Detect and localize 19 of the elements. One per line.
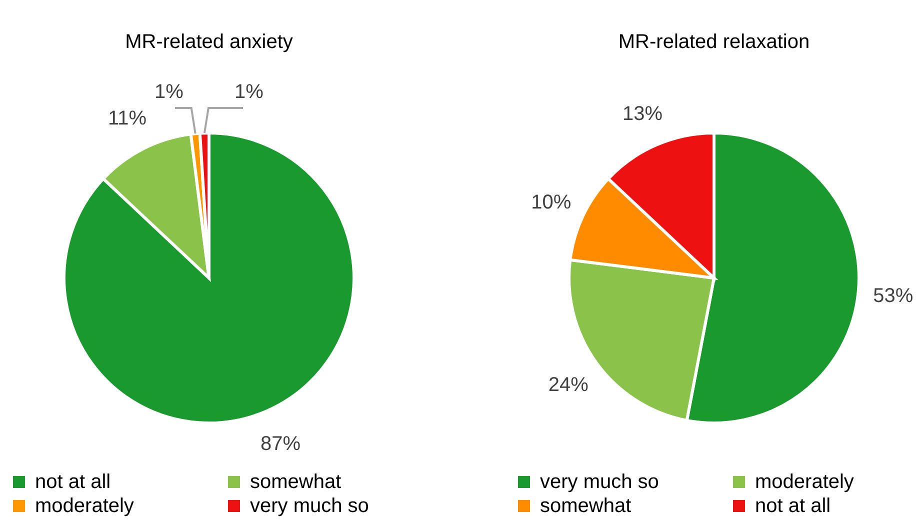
legend-label: not at all <box>755 495 831 517</box>
pie-slice <box>62 132 356 424</box>
data-label: 1% <box>154 81 184 103</box>
legend-label: somewhat <box>250 471 342 493</box>
chart-title: MR-related relaxation <box>618 31 810 53</box>
data-label: 24% <box>548 374 589 396</box>
data-label: 53% <box>873 284 914 307</box>
data-label: 1% <box>234 81 264 103</box>
legend-label: moderately <box>35 495 134 517</box>
data-label: 11% <box>108 108 147 130</box>
data-label: 13% <box>622 102 663 125</box>
data-label: 87% <box>260 433 301 456</box>
legend-label: very much so <box>540 471 659 493</box>
legend-label: very much so <box>250 495 369 517</box>
legend-label: not at all <box>35 471 111 493</box>
legend-label: moderately <box>755 471 854 493</box>
data-label: 10% <box>531 191 572 214</box>
legend-label: somewhat <box>540 495 632 517</box>
chart-title: MR-related anxiety <box>125 31 293 53</box>
